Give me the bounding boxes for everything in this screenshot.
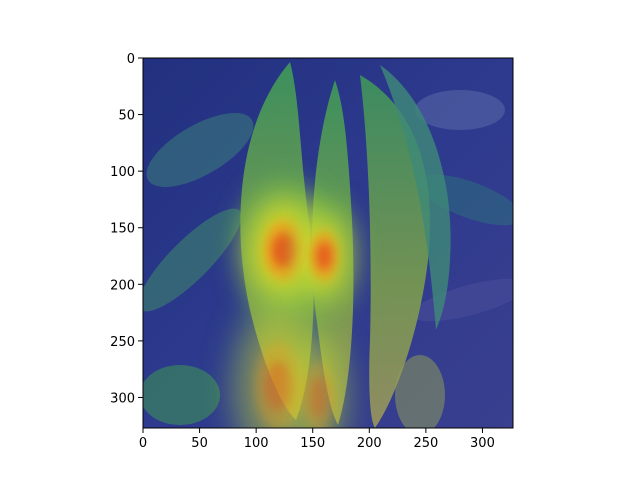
y-tick-label: 100 [110,165,135,180]
plot-frame [142,57,514,429]
plot-area [143,58,513,428]
y-tick-label: 250 [110,335,135,350]
y-tick-label: 150 [110,222,135,237]
heat-hotspot [282,316,355,428]
y-tick-label: 50 [118,109,135,124]
x-tick-label: 150 [300,436,325,451]
heat-level [309,377,328,418]
leaf-far-right [380,65,451,330]
y-axis: 0 50 100 150 200 250 300 [110,52,143,406]
x-tick-label: 0 [139,436,147,451]
x-tick-label: 250 [413,436,438,451]
y-tick-label: 300 [110,391,135,406]
heat-hotspot [291,198,357,314]
y-tick-label: 0 [127,52,135,67]
heat-level [272,233,297,268]
heatmap-overlay [224,181,357,428]
heat-level [315,241,333,271]
x-tick-label: 100 [244,436,269,451]
x-axis: 0 50 100 150 200 250 300 [139,428,495,451]
x-tick-label: 300 [470,436,495,451]
x-tick-label: 50 [191,436,208,451]
y-tick-label: 200 [110,278,135,293]
x-tick-label: 200 [357,436,382,451]
